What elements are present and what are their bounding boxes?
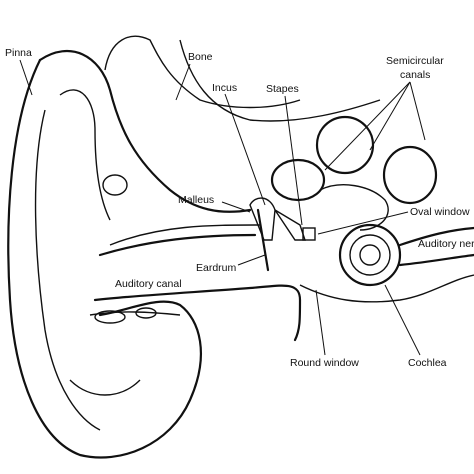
leader-lines: [19, 59, 426, 356]
label: Cochlea: [408, 357, 447, 369]
skull-line: [104, 35, 301, 109]
label: Round window: [290, 357, 359, 369]
labels: Pinna Bone Incus Stapes Semicircular can…: [5, 47, 474, 369]
lobe: [69, 379, 141, 396]
label: Oval window: [410, 206, 470, 218]
label: Eardrum: [196, 262, 237, 274]
leader: [315, 289, 326, 356]
bone-line: [299, 274, 474, 303]
label: Semicircular: [386, 55, 444, 67]
canal-3: [382, 145, 438, 205]
stapes-shape: [302, 227, 316, 241]
label: Stapes: [266, 83, 299, 95]
nerve-shape: [398, 226, 474, 267]
cochlea-inner: [359, 244, 381, 266]
leader: [324, 81, 411, 171]
label: Auditory nerve: [418, 238, 474, 250]
leader: [369, 81, 411, 151]
bone-outline: [179, 39, 381, 122]
leader: [384, 284, 421, 356]
concha-spot: [102, 174, 128, 196]
leader: [19, 59, 33, 96]
spot-1: [94, 310, 126, 324]
label: canals: [400, 69, 430, 81]
canal-bottom: [93, 284, 302, 342]
leader: [221, 201, 251, 213]
label: Pinna: [5, 47, 32, 59]
leader: [409, 81, 426, 141]
cochlea-mid: [349, 234, 391, 276]
canal-1: [270, 158, 326, 202]
canal-wall-low: [89, 311, 181, 316]
leader: [175, 63, 191, 101]
label: Bone: [188, 51, 213, 63]
ear-drawing: [7, 35, 474, 459]
canal-wall: [109, 224, 261, 246]
leader: [284, 95, 303, 226]
label: Auditory canal: [115, 278, 182, 290]
leader: [237, 254, 266, 266]
helix-inner: [59, 89, 111, 221]
malleus-shape: [249, 197, 276, 241]
cochlea-outer: [338, 223, 402, 287]
canal-top: [98, 233, 257, 257]
pinna-top: [38, 50, 252, 213]
leader: [224, 93, 266, 206]
spot-2: [135, 307, 157, 319]
antihelix: [34, 109, 101, 431]
label: Incus: [212, 82, 237, 94]
eardrum-shape: [256, 208, 270, 272]
label: Malleus: [178, 194, 214, 206]
pinna-outline: [7, 58, 202, 459]
leader: [317, 211, 409, 235]
